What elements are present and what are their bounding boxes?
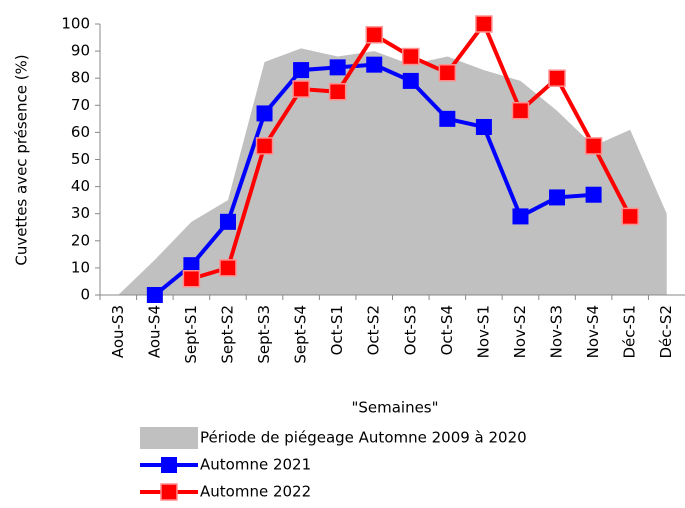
marker bbox=[328, 83, 347, 101]
marker bbox=[402, 72, 419, 89]
x-tick-label: Nov-S4 bbox=[584, 305, 602, 358]
x-tick-label: Nov-S1 bbox=[474, 305, 492, 358]
marker bbox=[475, 118, 492, 135]
legend-label: Période de piégeage Automne 2009 à 2020 bbox=[200, 429, 527, 447]
area bbox=[118, 48, 667, 295]
marker bbox=[365, 26, 383, 44]
x-tick-label: Déc-S1 bbox=[621, 305, 639, 359]
x-tick-label: Nov-S2 bbox=[511, 305, 529, 358]
x-axis-title: "Semaines" bbox=[351, 399, 438, 417]
y-tick-label: 50 bbox=[71, 150, 90, 168]
x-tick-label: Déc-S2 bbox=[657, 305, 675, 359]
marker bbox=[183, 257, 200, 274]
marker bbox=[584, 137, 603, 155]
marker bbox=[439, 110, 456, 127]
x-tick-label: Oct-S3 bbox=[401, 305, 419, 355]
x-tick-label: Sept-S1 bbox=[182, 305, 200, 364]
x-tick-label: Nov-S3 bbox=[548, 305, 566, 358]
x-tick-label: Sept-S4 bbox=[292, 305, 310, 364]
x-tick-label: Sept-S3 bbox=[255, 305, 273, 364]
marker bbox=[255, 137, 274, 155]
x-tick-label: Oct-S2 bbox=[365, 305, 383, 355]
marker bbox=[585, 186, 602, 203]
x-tick-label: Aou-S3 bbox=[109, 305, 127, 358]
y-tick-label: 100 bbox=[61, 15, 90, 33]
marker bbox=[621, 207, 639, 226]
x-tick-label: Oct-S4 bbox=[438, 305, 456, 355]
marker bbox=[293, 62, 310, 79]
y-tick-label: 0 bbox=[80, 286, 90, 304]
legend-swatch bbox=[140, 427, 198, 449]
y-tick-label: 90 bbox=[71, 42, 90, 60]
y-tick-label: 10 bbox=[71, 258, 90, 276]
marker bbox=[548, 69, 566, 87]
y-tick-label: 70 bbox=[71, 96, 90, 114]
y-tick-label: 60 bbox=[71, 123, 90, 141]
legend-label: Automne 2021 bbox=[200, 456, 311, 474]
marker bbox=[329, 59, 346, 76]
y-tick-label: 80 bbox=[71, 69, 90, 87]
marker bbox=[182, 269, 201, 288]
marker bbox=[146, 287, 163, 303]
y-tick-label: 20 bbox=[71, 231, 90, 249]
y-tick-label: 40 bbox=[71, 177, 90, 195]
legend-label: Automne 2022 bbox=[200, 483, 311, 501]
legend-swatch bbox=[161, 457, 177, 473]
x-tick-label: Aou-S4 bbox=[145, 305, 163, 358]
marker bbox=[366, 56, 383, 73]
y-tick-label: 30 bbox=[71, 204, 90, 222]
legend-swatch bbox=[160, 483, 178, 501]
marker bbox=[549, 189, 566, 206]
x-tick-label: Sept-S2 bbox=[218, 305, 236, 364]
y-axis-title: Cuvettes avec présence (%) bbox=[13, 54, 31, 265]
marker bbox=[256, 105, 273, 122]
marker bbox=[292, 80, 310, 98]
marker bbox=[511, 101, 530, 120]
marker bbox=[219, 213, 236, 230]
marker bbox=[402, 47, 420, 66]
marker bbox=[438, 64, 457, 82]
marker bbox=[512, 208, 529, 225]
marker bbox=[219, 259, 237, 277]
marker bbox=[475, 15, 493, 33]
x-tick-label: Oct-S1 bbox=[328, 305, 346, 355]
